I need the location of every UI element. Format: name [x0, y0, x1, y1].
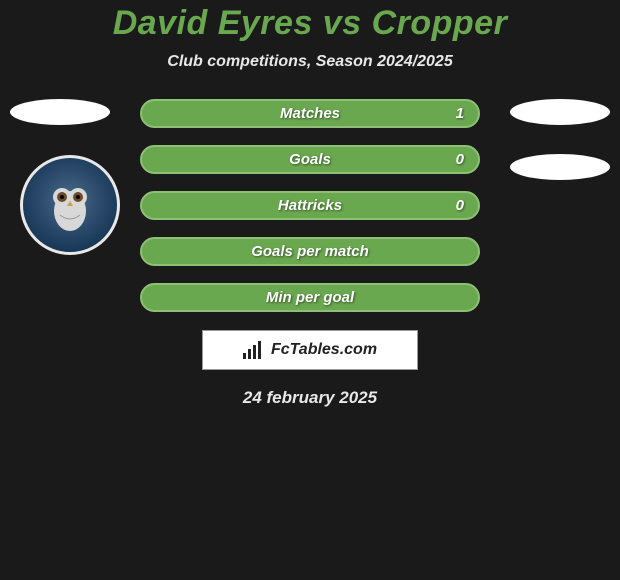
player-placeholder-left [10, 99, 110, 125]
stat-label: Hattricks [278, 197, 342, 214]
stat-bar-goals: Goals 0 [140, 145, 480, 174]
comparison-card: David Eyres vs Cropper Club competitions… [0, 0, 620, 408]
stats-list: Matches 1 Goals 0 Hattricks 0 Goals per … [140, 99, 480, 312]
stat-value: 1 [456, 105, 464, 122]
player-placeholder-right-2 [510, 154, 610, 180]
stat-value: 0 [456, 197, 464, 214]
stat-bar-goals-per-match: Goals per match [140, 237, 480, 266]
stat-label: Matches [280, 105, 340, 122]
stat-label: Goals [289, 151, 331, 168]
owl-icon [40, 175, 100, 235]
page-subtitle: Club competitions, Season 2024/2025 [0, 53, 620, 71]
footer-date: 24 february 2025 [0, 388, 620, 408]
stat-bar-matches: Matches 1 [140, 99, 480, 128]
stat-label: Goals per match [251, 243, 369, 260]
stat-bar-hattricks: Hattricks 0 [140, 191, 480, 220]
stat-value: 0 [456, 151, 464, 168]
player-placeholder-right-1 [510, 99, 610, 125]
stat-bar-min-per-goal: Min per goal [140, 283, 480, 312]
main-area: Matches 1 Goals 0 Hattricks 0 Goals per … [0, 99, 620, 408]
page-title: David Eyres vs Cropper [0, 4, 620, 43]
branding-box[interactable]: FcTables.com [202, 330, 418, 370]
bar-chart-icon [243, 341, 265, 359]
club-crest [20, 155, 120, 255]
branding-text: FcTables.com [271, 341, 377, 359]
stat-label: Min per goal [266, 289, 354, 306]
